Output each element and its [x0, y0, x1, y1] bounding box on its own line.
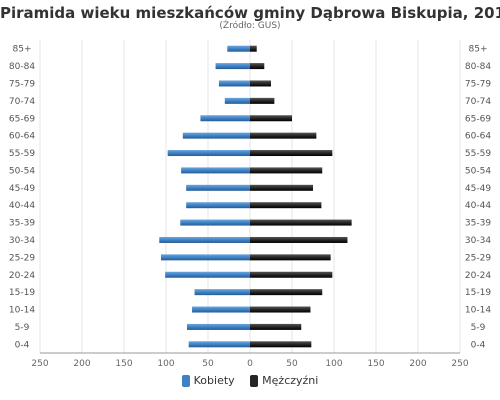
- legend-label-male: Mężczyźni: [262, 374, 319, 387]
- bar-male: [250, 202, 322, 209]
- bar-male: [250, 80, 271, 87]
- y-tick-label-right: 85+: [469, 45, 488, 55]
- bar-male: [250, 45, 257, 52]
- y-tick-label-left: 55-59: [9, 149, 35, 159]
- bar-female: [227, 45, 250, 52]
- bar-female: [224, 97, 250, 104]
- legend-item-male[interactable]: Mężczyźni: [250, 374, 318, 387]
- bar-male: [250, 323, 302, 330]
- y-tick-label-left: 5-9: [15, 323, 30, 333]
- bar-male: [250, 236, 348, 243]
- y-tick-label-right: 75-79: [465, 79, 491, 89]
- chart-subtitle: (Źródło: GUS): [219, 21, 281, 31]
- x-tick-label: 100: [325, 359, 342, 369]
- y-tick-label-right: 10-14: [465, 306, 491, 316]
- bar-female: [167, 150, 250, 157]
- bar-female: [182, 132, 250, 139]
- y-tick-label-left: 75-79: [9, 79, 35, 89]
- y-tick-label-left: 35-39: [9, 219, 35, 229]
- y-tick-label-left: 45-49: [9, 184, 35, 194]
- bar-male: [250, 184, 313, 191]
- x-tick-label: 50: [286, 359, 298, 369]
- y-tick-label-right: 70-74: [465, 97, 491, 107]
- y-tick-label-right: 35-39: [465, 219, 491, 229]
- y-tick-label-left: 15-19: [9, 288, 35, 298]
- y-tick-label-right: 5-9: [471, 323, 486, 333]
- bar-female: [192, 306, 250, 313]
- y-tick-label-left: 80-84: [9, 62, 35, 72]
- y-tick-label-left: 40-44: [9, 201, 35, 211]
- bar-male: [250, 289, 323, 296]
- legend-label-female: Kobiety: [193, 374, 235, 387]
- bar-female: [159, 236, 250, 243]
- y-tick-label-left: 60-64: [9, 132, 35, 142]
- y-tick-label-left: 25-29: [9, 253, 35, 263]
- x-tick-label: 150: [115, 359, 132, 369]
- y-tick-label-left: 30-34: [9, 236, 35, 246]
- bar-female: [186, 202, 250, 209]
- bar-female: [218, 80, 250, 87]
- bar-female: [215, 63, 250, 70]
- y-tick-label-left: 20-24: [9, 271, 35, 281]
- bar-male: [250, 167, 323, 174]
- bar-male: [250, 306, 311, 313]
- legend-swatch-female: [181, 374, 190, 387]
- y-tick-label-right: 80-84: [465, 62, 491, 72]
- bar-male: [250, 132, 317, 139]
- legend-item-female[interactable]: Kobiety: [181, 374, 235, 387]
- bar-male: [250, 341, 312, 348]
- y-tick-label-right: 0-4: [471, 340, 486, 350]
- bar-male: [250, 63, 265, 70]
- y-tick-label-left: 50-54: [9, 166, 35, 176]
- x-tick-label: 200: [73, 359, 90, 369]
- bar-male: [250, 115, 292, 122]
- y-tick-label-right: 15-19: [465, 288, 491, 298]
- bar-male: [250, 97, 275, 104]
- y-tick-label-right: 65-69: [465, 114, 491, 124]
- y-tick-label-right: 50-54: [465, 166, 491, 176]
- y-tick-label-left: 70-74: [9, 97, 35, 107]
- chart-title: Piramida wieku mieszkańców gminy Dąbrowa…: [0, 4, 500, 22]
- bar-female: [180, 219, 250, 226]
- y-tick-label-right: 60-64: [465, 132, 491, 142]
- bar-male: [250, 219, 352, 226]
- bar-male: [250, 271, 333, 278]
- bar-female: [194, 289, 250, 296]
- bar-female: [187, 323, 250, 330]
- bar-female: [200, 115, 250, 122]
- bar-female: [188, 341, 250, 348]
- y-tick-label-right: 45-49: [465, 184, 491, 194]
- bar-female: [165, 271, 250, 278]
- bar-male: [250, 254, 331, 261]
- legend: Kobiety Mężczyźni: [0, 374, 500, 390]
- bar-male: [250, 150, 333, 157]
- x-tick-label: 250: [451, 359, 468, 369]
- legend-swatch-male: [250, 374, 259, 387]
- bar-female: [160, 254, 250, 261]
- y-tick-label-right: 20-24: [465, 271, 491, 281]
- y-tick-label-left: 10-14: [9, 306, 35, 316]
- y-tick-label-left: 85+: [13, 45, 32, 55]
- y-tick-label-right: 55-59: [465, 149, 491, 159]
- y-tick-label-right: 25-29: [465, 253, 491, 263]
- y-tick-label-left: 65-69: [9, 114, 35, 124]
- y-tick-label-right: 40-44: [465, 201, 491, 211]
- x-tick-label: 100: [157, 359, 174, 369]
- x-tick-label: 150: [367, 359, 384, 369]
- x-tick-label: 200: [409, 359, 426, 369]
- x-tick-label: 250: [31, 359, 48, 369]
- x-tick-label: 0: [247, 359, 253, 369]
- y-tick-label-left: 0-4: [15, 340, 30, 350]
- bar-female: [181, 167, 250, 174]
- y-tick-label-right: 30-34: [465, 236, 491, 246]
- bar-female: [186, 184, 250, 191]
- x-tick-label: 50: [202, 359, 214, 369]
